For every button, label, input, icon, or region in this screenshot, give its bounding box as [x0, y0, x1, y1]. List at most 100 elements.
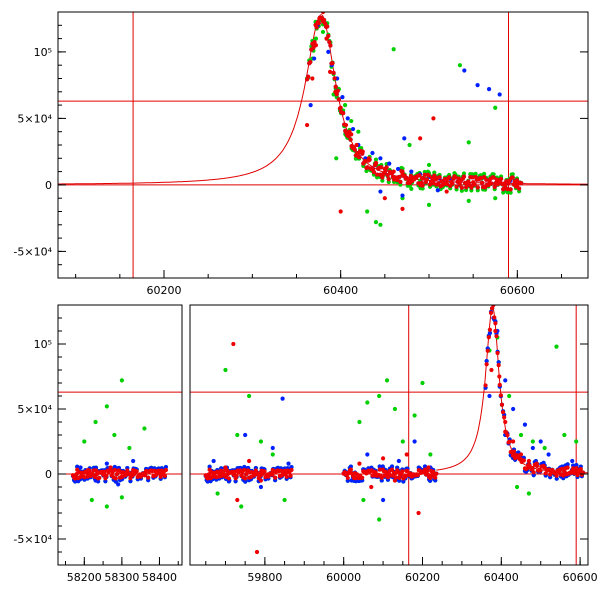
data-point: [113, 479, 118, 484]
data-point: [424, 469, 430, 474]
data-point: [508, 190, 513, 195]
data-point: [356, 129, 361, 134]
data-point: [384, 165, 389, 170]
data-point: [538, 439, 543, 444]
data-point: [104, 404, 109, 409]
data-point: [389, 170, 394, 176]
data-point: [565, 462, 570, 467]
data-point: [369, 484, 374, 490]
data-point: [365, 165, 370, 170]
data-point: [243, 432, 248, 438]
data-point: [531, 473, 536, 478]
data-point: [400, 193, 405, 198]
data-point: [444, 181, 450, 187]
data-point: [484, 362, 489, 367]
data-point: [578, 467, 583, 472]
data-point: [401, 479, 406, 484]
data-point: [233, 479, 238, 484]
data-point: [432, 173, 437, 178]
data-point: [311, 45, 316, 50]
data-point: [247, 458, 252, 464]
data-point: [470, 175, 475, 180]
data-point: [392, 406, 398, 412]
data-point: [522, 422, 528, 427]
data-point: [327, 40, 332, 45]
data-point: [389, 467, 395, 472]
data-point: [433, 475, 438, 480]
data-point: [486, 87, 492, 92]
data-point: [498, 393, 503, 398]
data-point: [487, 330, 493, 336]
model-curve-line: [436, 306, 588, 474]
data-point: [493, 196, 498, 201]
y-tick-label: 10⁵: [34, 338, 52, 351]
data-point: [507, 393, 512, 399]
data-point: [459, 188, 464, 193]
bottom-panel: 58200 58300 58400 59800 60000 60200 60400 60600…: [13, 304, 598, 584]
data-point: [361, 497, 366, 503]
data-point: [321, 17, 327, 23]
data-point: [223, 367, 228, 373]
data-point: [162, 473, 167, 478]
data-point: [370, 150, 375, 156]
data-point: [526, 491, 531, 496]
data-point: [505, 186, 510, 192]
data-point: [426, 465, 431, 470]
data-point: [333, 84, 338, 89]
data-point: [284, 474, 289, 479]
data-point: [347, 130, 352, 135]
data-point: [516, 453, 521, 458]
data-point: [478, 175, 484, 181]
data-point: [142, 426, 147, 431]
data-point: [459, 185, 464, 190]
data-point: [495, 350, 500, 356]
data-point: [503, 183, 508, 188]
x-tick-label: 58300: [104, 571, 139, 584]
data-point: [95, 476, 101, 481]
x-tick-label: 58400: [142, 571, 177, 584]
data-point: [428, 475, 433, 481]
data-point: [496, 363, 501, 368]
data-point: [239, 504, 244, 509]
data-point: [380, 497, 386, 503]
data-point: [328, 43, 333, 48]
data-point: [235, 497, 240, 503]
data-point: [521, 458, 526, 463]
data-point: [437, 175, 442, 180]
data-point: [112, 432, 117, 438]
data-point: [383, 168, 388, 173]
data-point: [493, 105, 498, 110]
data-point: [74, 472, 79, 477]
data-point: [258, 484, 264, 490]
data-point: [336, 97, 341, 102]
data-point: [282, 497, 287, 503]
data-point: [342, 103, 348, 108]
data-point: [482, 171, 487, 177]
data-point: [421, 176, 426, 181]
data-point: [492, 315, 497, 320]
data-point: [325, 24, 330, 29]
data-point: [511, 439, 516, 444]
data-point: [254, 549, 260, 555]
data-point: [397, 174, 402, 180]
data-point: [530, 439, 535, 444]
data-point: [420, 380, 425, 386]
data-point: [409, 169, 414, 174]
data-point: [402, 136, 407, 141]
data-point: [491, 175, 496, 180]
data-point: [407, 142, 412, 148]
data-point: [473, 171, 478, 176]
data-point: [158, 474, 163, 479]
data-point: [491, 305, 496, 307]
data-point: [574, 466, 579, 471]
data-point: [270, 452, 275, 457]
data-point: [517, 186, 522, 191]
data-point: [466, 140, 471, 145]
data-point: [420, 186, 425, 191]
y-tick-label: 5×10⁴: [17, 403, 52, 416]
data-point: [431, 181, 436, 186]
data-point: [394, 475, 399, 480]
data-point: [365, 400, 370, 405]
data-point: [206, 472, 211, 477]
data-point: [505, 433, 510, 438]
